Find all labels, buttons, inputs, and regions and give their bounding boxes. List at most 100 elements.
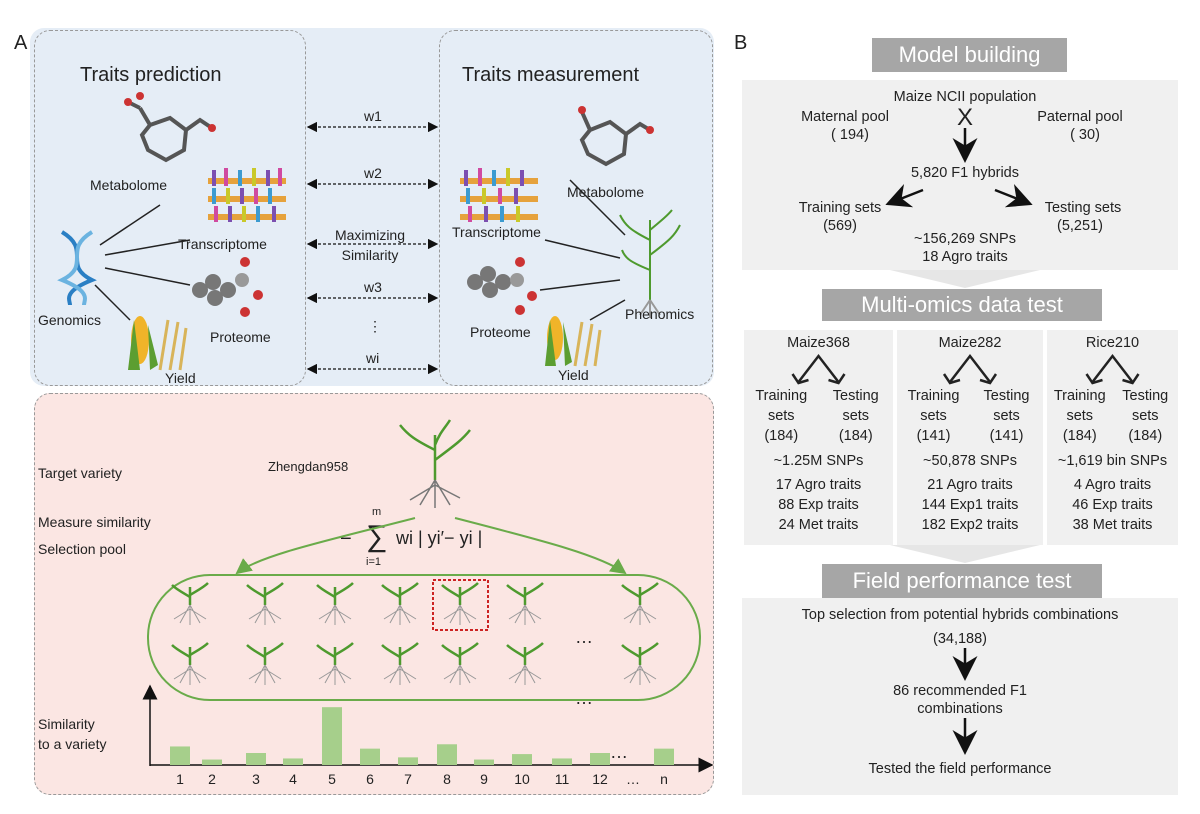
trait-line: 17 Agro traits	[775, 477, 862, 493]
testing-sets-label: Testing sets	[1044, 200, 1122, 216]
training-sets-label: sets	[920, 408, 947, 424]
traits-prediction-box	[34, 30, 306, 386]
maximizing-label: Maximizing	[334, 227, 405, 243]
testing-sets-count: (5,251)	[1057, 218, 1103, 234]
multi-omics-header: Multi-omics data test	[822, 289, 1102, 321]
corn-icon	[545, 316, 602, 367]
pool-ellipsis: …	[575, 688, 593, 708]
dna-icon	[57, 230, 97, 306]
left-metabolome-label: Metabolome	[90, 177, 168, 193]
x-tick-label: 1	[176, 771, 184, 787]
snps-label: ~156,269 SNPs	[914, 231, 1016, 247]
x-tick-label: 5	[328, 771, 336, 787]
training-count: (184)	[1062, 428, 1097, 444]
genomics-label: Genomics	[38, 312, 102, 328]
maternal-pool-count: ( 194)	[831, 127, 869, 143]
pool-plant-icon	[246, 642, 284, 685]
training-label: Training	[907, 388, 960, 404]
split-arrows-icon	[791, 353, 846, 385]
proteome-molecule-icon	[192, 257, 263, 317]
x-tick-label: 6	[366, 771, 374, 787]
right-transcriptome-label: Transcriptome	[452, 224, 541, 240]
bar-9	[474, 759, 494, 765]
left-yield-label: Yield	[165, 370, 196, 386]
x-tick-label: 2	[208, 771, 216, 787]
field-performance-header: Field performance test	[822, 564, 1102, 598]
connector-lines	[94, 179, 626, 321]
bar-12	[590, 753, 610, 765]
weight-w2: w2	[364, 165, 382, 181]
transcriptome-icon	[460, 168, 538, 222]
trait-line: 24 Met traits	[778, 517, 859, 533]
field-performance-box	[742, 598, 1178, 795]
snps-label: ~50,878 SNPs	[923, 453, 1017, 469]
paternal-pool-count: ( 30)	[1070, 127, 1100, 143]
f1-hybrids-label: 5,820 F1 hybrids	[910, 165, 1019, 181]
paternal-pool-label: Paternal pool	[1037, 109, 1123, 125]
testing-label: Testing	[1122, 388, 1169, 404]
formula-upper: m	[372, 506, 382, 518]
formula-body: wi | yi′− yi |	[396, 528, 483, 548]
panel-b-arrows	[885, 128, 1040, 755]
dataset-box	[1047, 330, 1178, 545]
maternal-pool-label: Maternal pool	[801, 109, 889, 125]
bar-3	[246, 753, 266, 765]
recommended-label-2: combinations	[917, 701, 1003, 717]
weight-w3: w3	[364, 279, 382, 295]
top-selection-count: (34,188)	[932, 631, 987, 647]
cross-symbol: X	[956, 104, 973, 131]
traits-prediction-title: Traits prediction	[80, 64, 222, 86]
x-tick-label: 3	[252, 771, 260, 787]
formula-minus: −	[340, 528, 352, 550]
training-sets-count: (569)	[823, 218, 857, 234]
training-count: (141)	[916, 428, 951, 444]
corn-icon	[128, 316, 188, 371]
model-building-header: Model building	[872, 38, 1067, 72]
target-plant-icon	[399, 419, 471, 508]
bar-7	[398, 757, 418, 765]
bar-8	[437, 744, 457, 765]
training-sets-label: sets	[767, 408, 795, 424]
x-tick-label: n	[660, 771, 668, 787]
plant-icon	[619, 209, 681, 318]
x-tick-label: 10	[514, 771, 530, 787]
x-tick-label: 8	[443, 771, 451, 787]
selected-highlight-box	[432, 579, 489, 631]
testing-sets-label: sets	[1131, 408, 1159, 424]
selection-pool-oval	[147, 574, 701, 701]
training-sets-label: Training sets	[798, 200, 882, 216]
panel-a-label: A	[14, 32, 28, 54]
selection-region	[34, 393, 714, 795]
flow-chevron	[890, 270, 1040, 288]
training-count: (184)	[764, 428, 799, 444]
x-tick-label: 9	[480, 771, 488, 787]
measure-similarity-label: Measure similarity	[38, 514, 151, 530]
agro-traits-label: 18 Agro traits	[922, 249, 1008, 265]
x-tick-label: 7	[404, 771, 412, 787]
split-arrows-icon	[1085, 353, 1140, 385]
tested-label: Tested the field performance	[868, 761, 1052, 777]
weight-arrows	[306, 121, 439, 375]
bar-6	[360, 748, 380, 765]
chart-ylabel-line1: Similarity	[38, 716, 95, 732]
formula-lower: i=1	[366, 556, 381, 568]
bar-10	[512, 754, 532, 765]
dataset-name: Maize368	[787, 335, 850, 351]
bar-n	[654, 748, 674, 765]
testing-count: (141)	[989, 428, 1024, 444]
similarity-label: Similarity	[341, 247, 399, 263]
target-variety-label: Target variety	[38, 465, 123, 481]
training-sets-label: sets	[1066, 408, 1094, 424]
trait-line: 144 Exp1 traits	[921, 497, 1019, 513]
weight-wi: wi	[366, 350, 380, 366]
testing-count: (184)	[838, 428, 873, 444]
training-label: Training	[1053, 388, 1106, 404]
testing-count: (184)	[1128, 428, 1163, 444]
bar-1	[170, 746, 190, 765]
right-proteome-label: Proteome	[470, 324, 531, 340]
selection-pool-label: Selection pool	[38, 541, 126, 557]
proteome-molecule-icon	[467, 257, 537, 315]
variety-name: Zhengdan958	[268, 459, 349, 474]
population-label: Maize NCII population	[893, 89, 1037, 105]
trait-line: 88 Exp traits	[778, 497, 859, 513]
